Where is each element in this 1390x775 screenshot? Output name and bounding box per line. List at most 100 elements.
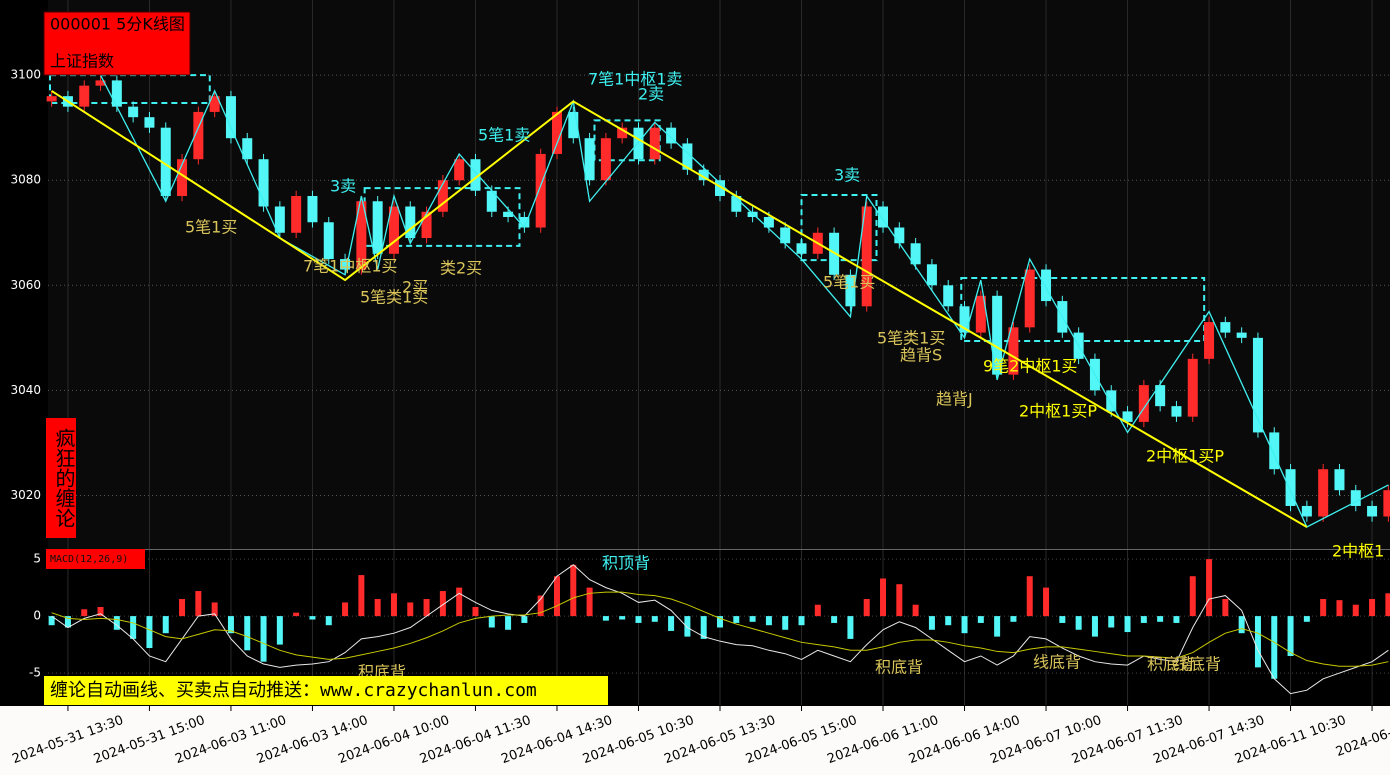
macd-bar: [1287, 616, 1294, 656]
macd-bar: [488, 616, 495, 628]
candle-body: [242, 138, 253, 160]
candle-body: [405, 206, 416, 239]
macd-bar: [586, 587, 593, 617]
candle-body: [144, 117, 155, 128]
candle-body: [1350, 490, 1361, 506]
annotation: 7笔1中枢1卖: [588, 70, 683, 89]
side-label: 疯狂的缠论: [46, 418, 76, 538]
candle-body: [1171, 406, 1182, 417]
macd-label-box: [46, 549, 145, 569]
macd-bar: [374, 599, 381, 617]
macd-bar: [211, 602, 218, 617]
macd-bar: [831, 616, 838, 623]
candle-body: [1383, 490, 1390, 517]
y-tick-label: 0: [33, 609, 41, 623]
macd-bar: [1043, 587, 1050, 617]
candle-body: [372, 201, 383, 254]
macd-line: [51, 591, 1389, 667]
macd-bar: [1206, 559, 1213, 617]
candle-body: [454, 159, 465, 181]
candle-body: [551, 111, 562, 154]
macd-bar: [733, 616, 740, 623]
candle-body: [682, 143, 693, 170]
macd-bar: [1369, 599, 1376, 617]
annotation: 2买: [402, 278, 428, 297]
annotation: 线底背: [1033, 653, 1081, 672]
candle-body: [46, 96, 57, 102]
macd-bar: [505, 616, 512, 630]
macd-bar: [146, 616, 153, 649]
candle-body: [780, 227, 791, 244]
annotation: 5笔类1买: [360, 288, 428, 307]
y-tick-label: 3060: [10, 278, 41, 292]
macd-bar: [1091, 616, 1098, 637]
macd-bar: [97, 606, 104, 617]
candle-body: [193, 111, 204, 160]
candle-body: [209, 96, 220, 112]
bi-line: [99, 74, 1389, 528]
candle-body: [111, 80, 122, 107]
macd-bar: [602, 616, 609, 621]
macd-bar: [227, 616, 234, 634]
macd-bar: [81, 609, 88, 617]
macd-bar: [439, 591, 446, 617]
chart-title: 000001 5分K线图: [50, 15, 185, 34]
macd-bar: [521, 616, 528, 623]
macd-bar: [668, 616, 675, 631]
candle-body: [177, 159, 188, 196]
candle-body: [79, 85, 90, 107]
candle-body: [617, 127, 628, 139]
annotation: 5笔1卖: [478, 126, 530, 145]
candle-body: [388, 206, 399, 254]
macd-bar: [782, 616, 789, 630]
macd-bar: [570, 564, 577, 617]
macd-bar: [325, 616, 332, 626]
candle-body: [1041, 269, 1052, 302]
candle-body: [568, 111, 579, 139]
candle-body: [715, 180, 725, 196]
candle-body: [796, 243, 807, 254]
macd-bar: [1385, 593, 1390, 617]
candle-body: [1285, 469, 1296, 506]
candle-body: [128, 106, 139, 118]
macd-bar: [1010, 616, 1017, 622]
candle-body: [992, 295, 1003, 375]
candle-body: [584, 138, 595, 181]
candle-body: [340, 259, 351, 270]
macd-bar: [717, 616, 723, 628]
candle-body: [1106, 390, 1117, 412]
segment-line: [51, 90, 1308, 528]
macd-bar: [113, 616, 120, 630]
overlay-layer: 000001 5分K线图 上证指数 MACD(12,26,9) 缠论自动画线、买…: [43, 11, 608, 705]
macd-bar: [309, 616, 316, 620]
macd-bar: [1271, 616, 1278, 679]
macd-bar: [1320, 599, 1327, 617]
annotation: 3卖: [330, 177, 356, 196]
candle-body: [1269, 432, 1280, 470]
macd-bar: [244, 616, 251, 651]
macd-bar: [390, 593, 397, 617]
candle-body: [1236, 332, 1247, 338]
macd-bar: [1189, 576, 1196, 617]
macd-bar: [635, 616, 642, 623]
macd-bar: [1075, 616, 1082, 630]
y-tick-label: 3100: [10, 68, 41, 82]
macd-bar: [1238, 616, 1245, 634]
annotation: 5笔1买: [823, 273, 875, 292]
candle-body: [861, 206, 872, 307]
candle-body: [437, 180, 448, 212]
y-tick-label: -5: [29, 666, 41, 680]
y-tick-label: 3020: [10, 488, 41, 502]
macd-bar: [684, 616, 691, 637]
macd-bar: [293, 612, 300, 617]
zhongshu-box: [49, 74, 211, 104]
y-tick-label: 3040: [10, 383, 41, 397]
candle-body: [943, 285, 954, 307]
banner-box: [44, 676, 608, 705]
candle-body: [160, 127, 171, 196]
macd-bar: [1336, 600, 1343, 617]
candle-body: [258, 159, 269, 207]
candle-body: [1318, 469, 1329, 517]
candle-body: [1367, 505, 1378, 517]
macd-bar: [1157, 616, 1164, 622]
